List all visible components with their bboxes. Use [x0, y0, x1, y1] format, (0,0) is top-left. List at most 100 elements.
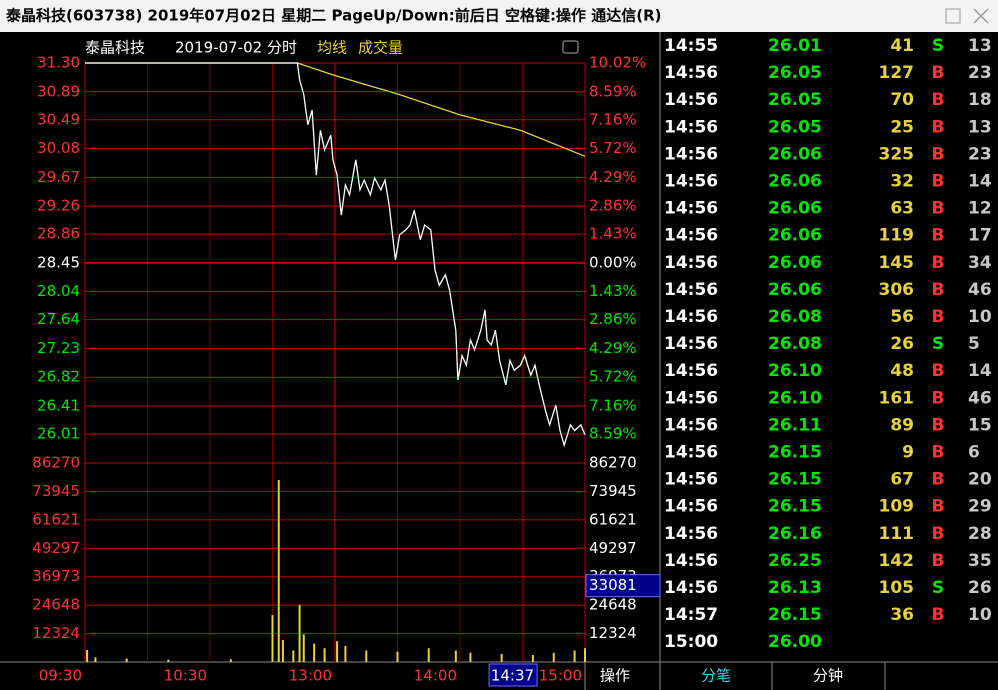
volume-tick-label: 86270: [32, 454, 80, 472]
volume-bar: [344, 645, 347, 662]
cursor-volume: 33081: [589, 576, 637, 594]
operate-tab[interactable]: 操作: [600, 667, 630, 685]
volume-label: 成交量: [358, 39, 403, 57]
trade-side: S: [932, 334, 944, 354]
trade-count: 14: [968, 361, 992, 381]
price-tick-label: 29.26: [37, 197, 80, 215]
trade-tab[interactable]: 分笔: [701, 667, 731, 685]
maximize-button[interactable]: [945, 8, 961, 24]
trade-time: 14:56: [664, 90, 718, 110]
trade-time: 14:57: [664, 605, 718, 625]
trade-price: 26.15: [768, 470, 822, 490]
trade-time: 14:56: [664, 199, 718, 219]
trade-volume: 26: [890, 334, 914, 354]
trade-side: B: [932, 172, 945, 192]
volume-bar: [427, 648, 430, 662]
trade-time: 14:56: [664, 144, 718, 164]
trade-side: B: [932, 361, 945, 381]
time-tick-label: 09:30: [39, 667, 82, 685]
date-label: 2019-07-02 分时: [175, 39, 297, 57]
trade-price: 26.08: [768, 334, 822, 354]
price-tick-label: 28.86: [37, 225, 80, 243]
time-tick-label: 15:00: [539, 667, 582, 685]
trade-side: B: [932, 226, 945, 246]
trade-price: 26.25: [768, 551, 822, 571]
trade-volume: 306: [879, 280, 915, 300]
pct-tick-label: 7.16%: [589, 110, 637, 128]
trade-side: B: [932, 388, 945, 408]
price-tick-label: 29.67: [37, 168, 80, 186]
trade-side: B: [932, 524, 945, 544]
volume-bar: [125, 658, 128, 662]
trade-count: 17: [968, 226, 992, 246]
price-tick-label: 27.64: [37, 310, 80, 328]
volume-bar: [86, 650, 89, 662]
pct-tick-label: 5.72%: [589, 368, 637, 386]
trade-price: 26.06: [768, 144, 822, 164]
trade-side: S: [932, 578, 944, 598]
volume-tick-label: 24648: [32, 596, 80, 614]
trade-count: 13: [968, 36, 992, 56]
trade-count: 10: [968, 307, 992, 327]
trade-price: 26.15: [768, 497, 822, 517]
volume-bar: [552, 652, 555, 662]
volume-bar: [323, 648, 326, 662]
cursor-time-box: [488, 663, 538, 687]
volume-tick-label: 36973: [32, 567, 80, 585]
trade-price: 26.05: [768, 63, 822, 83]
volume-bar: [584, 648, 586, 662]
volume-bar: [573, 650, 576, 662]
trade-count: 35: [968, 551, 992, 571]
volume-bar: [302, 634, 305, 662]
price-tick-label: 31.30: [37, 54, 80, 72]
trade-time: 14:56: [664, 470, 718, 490]
volume-tick-label: 12324: [32, 624, 80, 642]
trade-price: 26.16: [768, 524, 822, 544]
price-line: [85, 62, 586, 448]
pct-tick-label: 10.02%: [589, 54, 646, 72]
trade-volume: 9: [902, 443, 914, 463]
trade-price: 26.06: [768, 199, 822, 219]
trade-side: B: [932, 605, 945, 625]
trade-side: B: [932, 307, 945, 327]
volume-tick-label: 73945: [32, 482, 80, 500]
trade-side: B: [932, 253, 945, 273]
window-title: 泰晶科技(603738) 2019年07月02日 星期二 PageUp/Down…: [5, 7, 662, 25]
trade-count: 23: [968, 63, 992, 83]
pct-tick-label: 5.72%: [589, 139, 637, 157]
price-tick-label: 30.08: [37, 139, 80, 157]
volume-tick-label: 49297: [589, 539, 637, 557]
volume-tick-label: 73945: [589, 482, 637, 500]
volume-tick-label: 49297: [32, 539, 80, 557]
volume-bar: [229, 659, 232, 662]
trade-time: 14:56: [664, 226, 718, 246]
trade-time: 14:56: [664, 443, 718, 463]
price-tick-label: 28.04: [37, 282, 80, 300]
volume-bar: [336, 641, 339, 662]
trade-price: 26.05: [768, 117, 822, 137]
pct-tick-label: 1.43%: [589, 225, 637, 243]
volume-bar: [365, 650, 368, 662]
trade-tab[interactable]: 分钟: [813, 667, 843, 685]
pct-tick-label: 2.86%: [589, 197, 637, 215]
time-tick-label: 13:00: [289, 667, 332, 685]
volume-bar: [298, 605, 301, 662]
volume-bar: [167, 659, 170, 662]
trade-count: 20: [968, 470, 992, 490]
cursor-volume-box: [585, 574, 661, 598]
trade-time: 14:56: [664, 307, 718, 327]
price-tick-label: 28.45: [37, 253, 80, 271]
trade-count: 15: [968, 415, 992, 435]
volume-bar: [531, 655, 534, 662]
trade-volume: 127: [879, 63, 915, 83]
panel-icon[interactable]: [562, 40, 579, 54]
trade-volume: 161: [879, 388, 915, 408]
trade-volume: 48: [890, 361, 914, 381]
time-tick-label: 14:00: [414, 667, 457, 685]
trade-price: 26.13: [768, 578, 822, 598]
close-button[interactable]: [973, 8, 989, 24]
volume-bar: [500, 653, 503, 662]
pct-tick-label: 1.43%: [589, 282, 637, 300]
trade-side: S: [932, 36, 944, 56]
